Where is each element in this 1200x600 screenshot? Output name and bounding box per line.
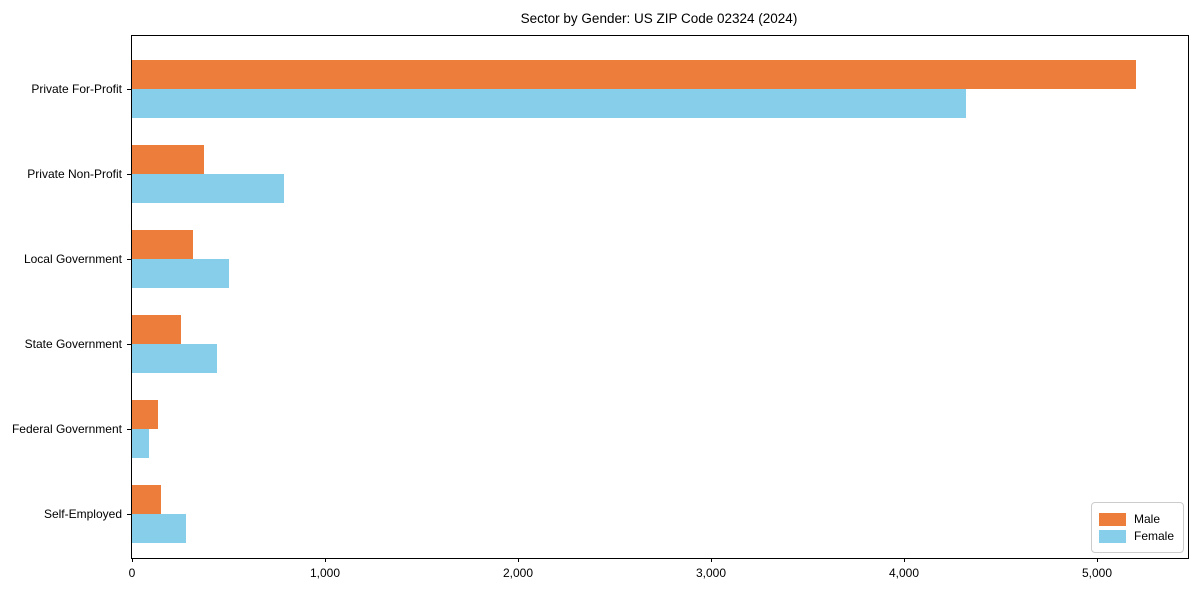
x-tick [518,558,519,562]
male-bar [132,485,161,514]
female-bar [132,514,186,543]
category-label: State Government [24,337,122,351]
category-label: Private Non-Profit [27,167,122,181]
category-label: Self-Employed [43,507,122,521]
x-tick [711,558,712,562]
y-tick [127,174,131,175]
male-bar [132,230,193,259]
x-tick-label: 3,000 [695,566,727,580]
male-bar [132,400,158,429]
male-bar [132,315,181,344]
category-label: Private For-Profit [31,82,122,96]
male-bar [132,60,1136,89]
female-swatch-icon [1098,529,1126,543]
x-tick [904,558,905,562]
female-bar [132,429,149,458]
x-tick [132,558,133,562]
female-bar [132,259,229,288]
y-tick [127,429,131,430]
male-bar [132,145,204,174]
legend-label-male: Male [1133,512,1160,526]
y-tick [127,344,131,345]
y-tick [127,89,131,90]
category-label: Federal Government [11,422,122,436]
male-swatch-icon [1098,512,1126,526]
x-tick-label: 1,000 [309,566,341,580]
x-tick-label: 4,000 [888,566,920,580]
x-tick [325,558,326,562]
y-tick [127,259,131,260]
x-tick-label: 0 [128,566,136,580]
x-tick-label: 5,000 [1081,566,1113,580]
legend-label-female: Female [1133,529,1174,543]
legend-entry-female: Female [1098,529,1174,543]
legend: Male Female [1090,502,1184,553]
x-tick [1097,558,1098,562]
female-bar [132,89,966,118]
y-tick [127,514,131,515]
female-bar [132,344,217,373]
legend-entry-male: Male [1098,512,1174,526]
x-tick-label: 2,000 [502,566,534,580]
female-bar [132,174,284,203]
plot-area: Male Female Private For-Profit Private No… [12,35,1189,580]
chart-title: Sector by Gender: US ZIP Code 02324 (202… [520,11,798,26]
category-label: Local Government [23,252,122,266]
